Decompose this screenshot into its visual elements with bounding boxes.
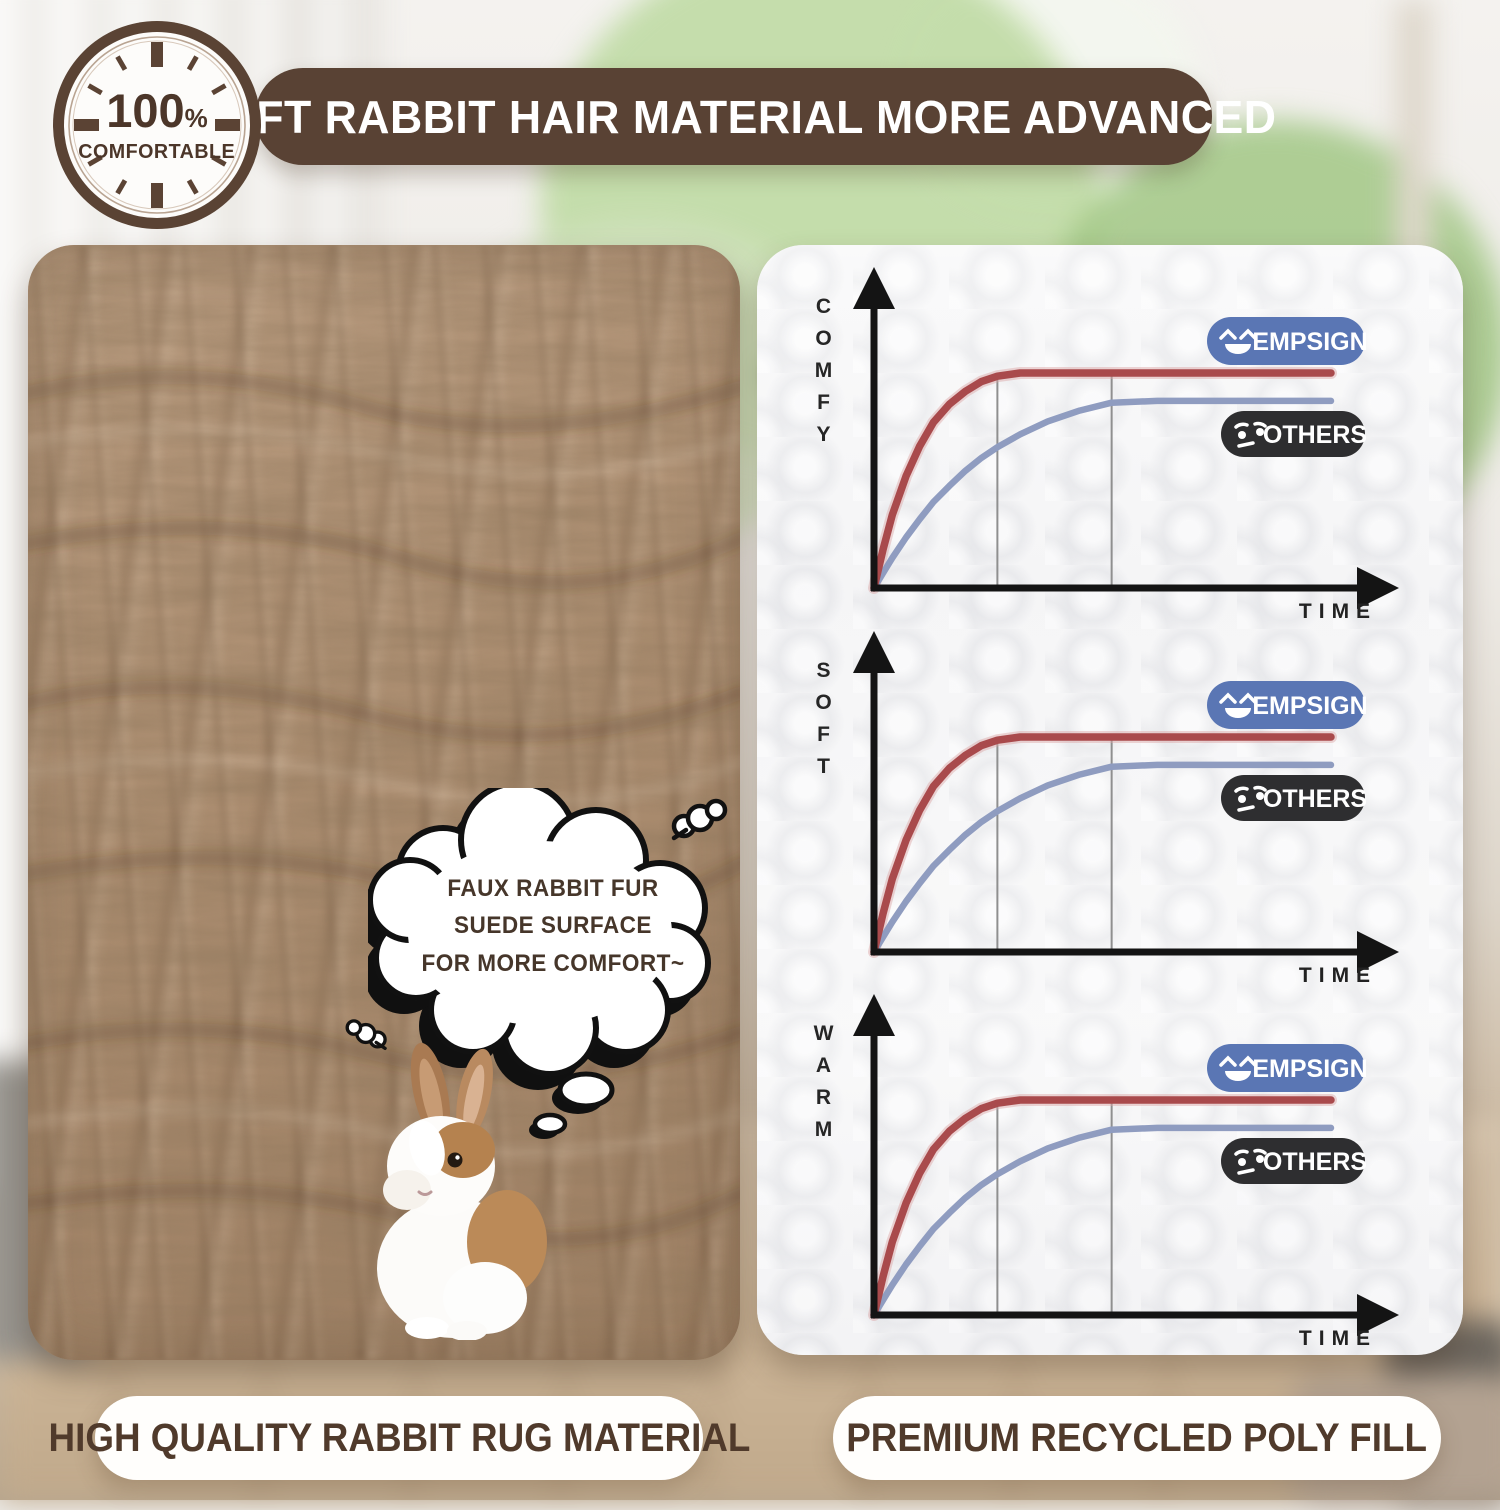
empsign-label: EMPSIGN — [1252, 328, 1367, 356]
others-legend-badge: OTHERS — [1221, 411, 1367, 457]
laughing-face-icon — [1219, 328, 1257, 354]
line-chart: TIME EMPSIGN OTHERS — [853, 631, 1399, 987]
x-axis-arrow — [1357, 931, 1399, 973]
others-label: OTHERS — [1263, 421, 1367, 449]
y-axis-label: SOFT — [812, 659, 835, 787]
others-legend-badge: OTHERS — [1221, 1138, 1367, 1184]
empsign-legend-badge: EMPSIGN — [1207, 681, 1368, 729]
badge-label: COMFORTABLE — [78, 139, 236, 163]
badge-percent: 100% — [106, 83, 208, 137]
x-axis-label: TIME — [1299, 1327, 1377, 1350]
empsign-legend-badge: EMPSIGN — [1207, 317, 1368, 365]
empsign-curve — [870, 1096, 1335, 1319]
banner-title: SOFT RABBIT HAIR MATERIAL MORE ADVANCED — [190, 90, 1277, 143]
fur-noise — [28, 245, 740, 1360]
line-chart: TIME EMPSIGN OTHERS — [853, 994, 1399, 1350]
puff-doodle — [671, 798, 728, 841]
clock-ticks — [74, 42, 240, 208]
y-axis-arrow — [853, 631, 895, 673]
chart-comfy: COMFY TIME EMPSIGN — [771, 253, 1431, 623]
laughing-face-icon — [1219, 1055, 1257, 1081]
x-axis-label: TIME — [1299, 964, 1377, 987]
rabbit-photo — [377, 1042, 547, 1340]
empsign-curve — [870, 369, 1335, 592]
empsign-curve — [870, 733, 1335, 956]
others-curve — [870, 397, 1335, 592]
chart-warm: WARM TIME EMPSIGN — [771, 980, 1431, 1350]
caption-right: PREMIUM RECYCLED POLY FILL — [833, 1396, 1441, 1480]
smirk-face-icon — [1234, 421, 1267, 448]
empsign-label: EMPSIGN — [1252, 1055, 1367, 1083]
others-label: OTHERS — [1263, 785, 1367, 813]
caption-right-text: PREMIUM RECYCLED POLY FILL — [846, 1415, 1428, 1460]
y-axis-arrow — [853, 994, 895, 1036]
bubble-trail — [529, 1071, 615, 1139]
bubble-line1: FAUX RABBIT FUR SUEDE SURFACE — [447, 875, 659, 940]
puff-doodle — [345, 1019, 387, 1051]
bubble-line2: FOR MORE COMFORT~ — [421, 949, 685, 977]
smirk-face-icon — [1234, 785, 1267, 812]
bubble-text: FAUX RABBIT FUR SUEDE SURFACE FOR MORE C… — [409, 866, 697, 986]
caption-left-text: HIGH QUALITY RABBIT RUG MATERIAL — [48, 1415, 750, 1460]
empsign-legend-badge: EMPSIGN — [1207, 1044, 1368, 1092]
rug-photo-panel — [28, 245, 740, 1360]
header-banner: SOFT RABBIT HAIR MATERIAL MORE ADVANCED — [191, 68, 1276, 165]
line-chart: TIME EMPSIGN OTHERS — [853, 267, 1399, 623]
smirk-face-icon — [1234, 1148, 1267, 1175]
charts-panel: COMFY TIME EMPSIGN — [757, 245, 1463, 1355]
x-axis-arrow — [1357, 567, 1399, 609]
thought-bubble — [368, 788, 711, 1090]
caption-left: HIGH QUALITY RABBIT RUG MATERIAL — [48, 1396, 750, 1480]
chart-soft: SOFT TIME EMPSIGN — [771, 617, 1431, 987]
x-axis-arrow — [1357, 1294, 1399, 1336]
others-curve — [870, 1124, 1335, 1319]
others-curve — [870, 761, 1335, 956]
x-axis-label: TIME — [1299, 600, 1377, 623]
laughing-face-icon — [1219, 692, 1257, 718]
others-legend-badge: OTHERS — [1221, 775, 1367, 821]
others-label: OTHERS — [1263, 1148, 1367, 1176]
y-axis-label: COMFY — [812, 295, 835, 455]
y-axis-arrow — [853, 267, 895, 309]
badge-text: 100% COMFORTABLE — [50, 18, 264, 232]
comfort-badge: 100% COMFORTABLE — [50, 18, 264, 232]
empsign-label: EMPSIGN — [1252, 692, 1367, 720]
clock-dial-icon — [53, 21, 261, 229]
y-axis-label: WARM — [812, 1022, 835, 1150]
